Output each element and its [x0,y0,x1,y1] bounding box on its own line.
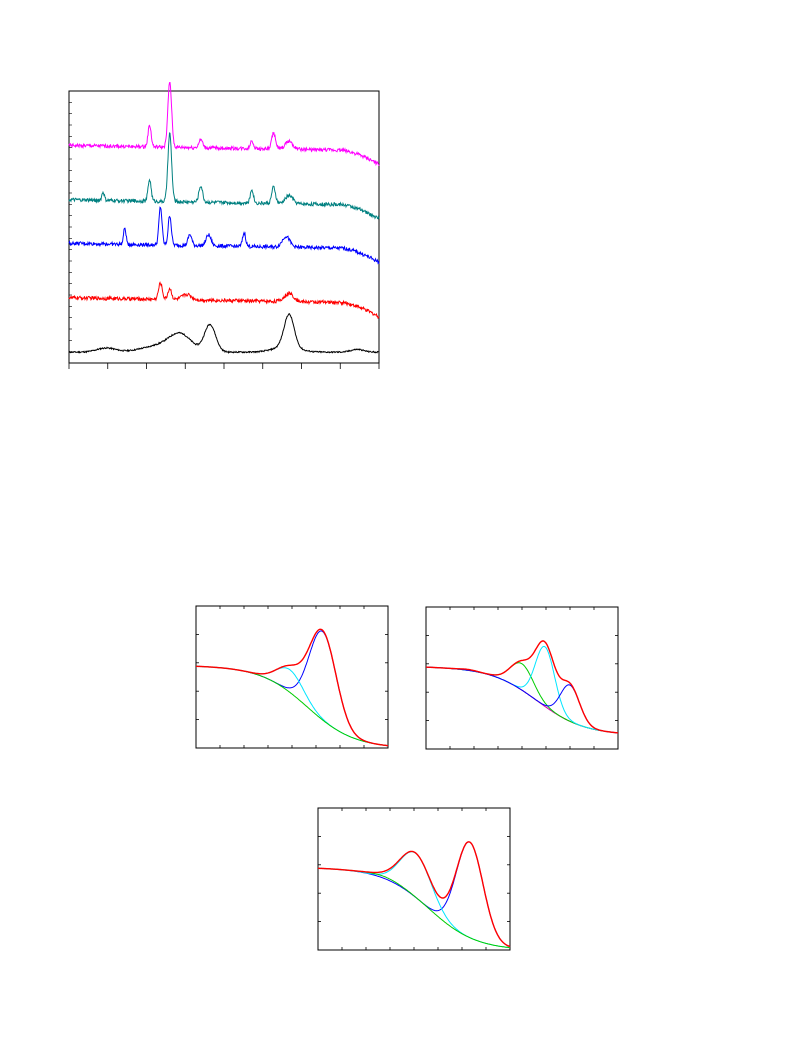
peak-fit-plot-b [425,606,619,750]
peak-fit-chart-c [310,800,516,956]
fit-b-envelope [426,640,619,734]
xrd-series-2 [68,206,380,265]
peak-fit-plot-a [195,605,389,749]
peak-fit-chart-a [188,598,394,754]
fit-c-component-0 [318,841,511,948]
fit-c-envelope [318,841,511,948]
xrd-series-1 [68,281,380,319]
fit-a-envelope [196,628,389,747]
fit-c-component-1 [318,851,511,949]
fit-a-component-0 [196,630,389,747]
fit-a-component-2 [196,665,389,747]
xrd-frame [68,90,380,364]
xrd-series-0 [68,313,380,354]
fit-a-frame [195,605,389,749]
peak-fit-plot-c [317,807,511,951]
xrd-pattern-chart [60,82,384,372]
xrd-plot [68,82,380,369]
fit-a-component-1 [196,665,389,747]
xrd-series-3 [68,132,380,220]
peak-fit-chart-b [418,599,624,755]
fit-c-component-2 [318,867,511,949]
xrd-series-4 [68,82,380,167]
fit-c-frame [317,807,511,951]
